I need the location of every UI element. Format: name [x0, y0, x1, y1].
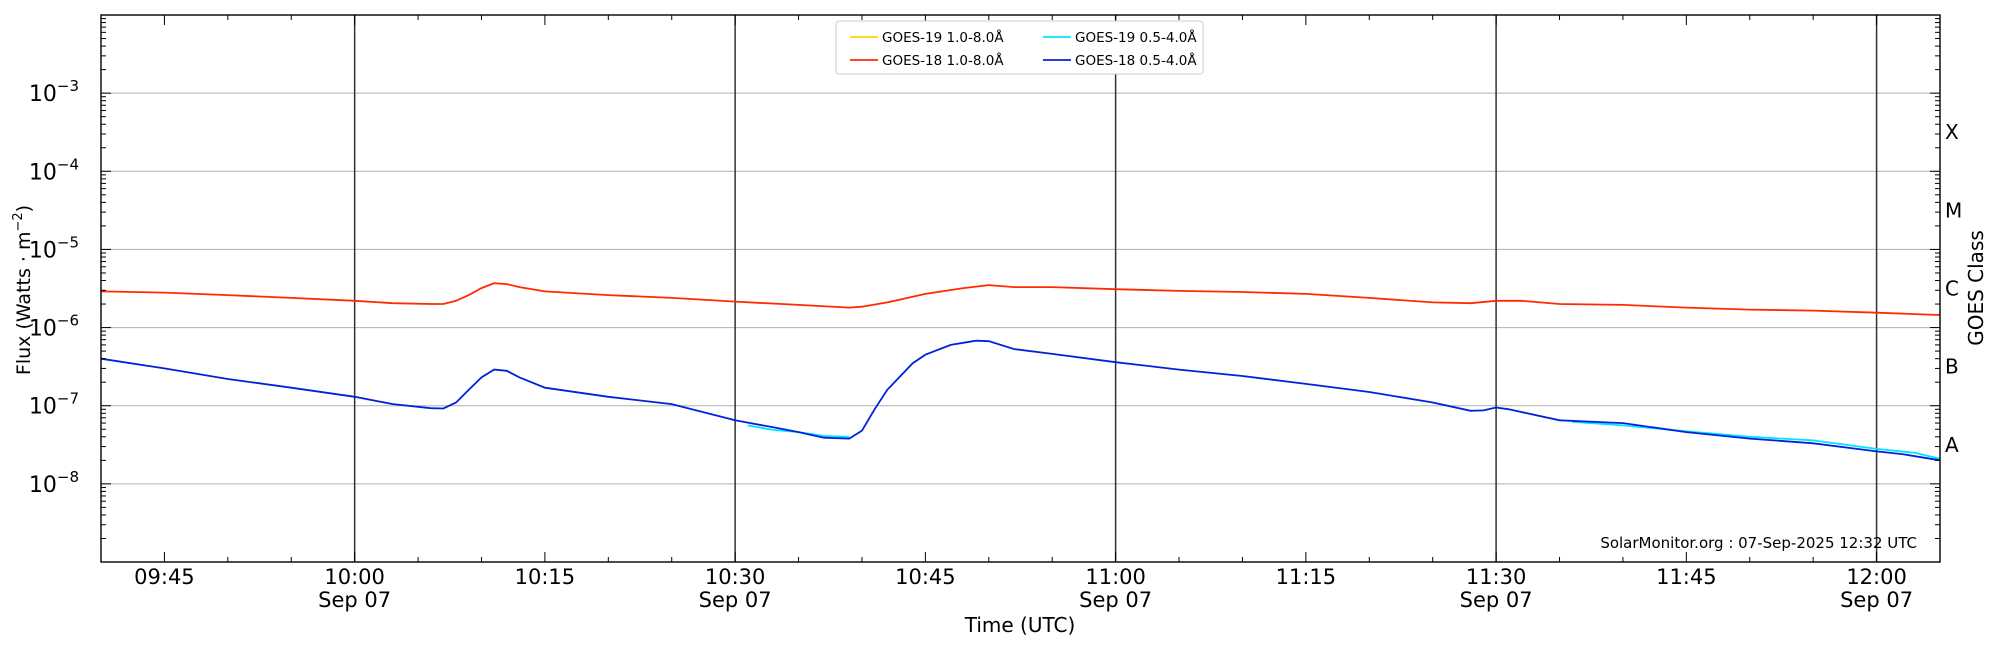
y-axis-label-exponent: −2 — [11, 212, 26, 231]
y-tick-label-3: 10−5 — [29, 233, 79, 263]
x-tick-label-4: 10:45 — [895, 565, 956, 589]
goes-class-x: X — [1945, 120, 1959, 144]
goes-class-b: B — [1945, 355, 1959, 379]
series-line-2-seg-0 — [747, 424, 850, 438]
x-tick-label-1: 10:00 — [324, 565, 385, 589]
goes-class-axis-label: GOES Class — [1964, 230, 1988, 346]
x-tick-label-8: 11:45 — [1656, 565, 1717, 589]
y-tick-label-0: 10−8 — [29, 468, 79, 498]
plot-frame — [100, 14, 1941, 563]
tick-layer — [100, 15, 1941, 563]
x-tick-date-5: Sep 07 — [1079, 588, 1152, 612]
goes-class-labels: X M C B A — [1945, 120, 1962, 457]
solarmonitor-annotation: SolarMonitor.org : 07-Sep-2025 12:32 UTC — [1600, 534, 1917, 552]
y-axis-label-close: ) — [13, 205, 35, 212]
goes-class-a: A — [1945, 433, 1959, 457]
x-tick-label-0: 09:45 — [134, 565, 195, 589]
x-tick-label-3: 10:30 — [705, 565, 766, 589]
series-layer — [100, 282, 1941, 462]
legend-label-2: GOES-19 0.5-4.0Å — [1075, 29, 1197, 46]
legend-label-0: GOES-19 1.0-8.0Å — [882, 29, 1004, 46]
x-tick-date-3: Sep 07 — [699, 588, 772, 612]
x-tick-date-7: Sep 07 — [1460, 588, 1533, 612]
legend-label-3: GOES-18 0.5-4.0Å — [1075, 52, 1197, 69]
y-tick-label-2: 10−6 — [29, 312, 79, 342]
y-axis-label-text: Flux (Watts · m — [13, 232, 35, 376]
x-tick-date-9: Sep 07 — [1840, 588, 1913, 612]
goes-class-m: M — [1945, 198, 1962, 222]
goes-class-c: C — [1945, 277, 1959, 301]
x-tick-date-1: Sep 07 — [318, 588, 391, 612]
legend: GOES-19 1.0-8.0Å GOES-18 1.0-8.0Å GOES-19 … — [835, 20, 1204, 75]
series-line-1 — [100, 282, 1941, 316]
y-axis-label: Flux (Watts · m−2) — [11, 205, 35, 375]
y-tick-label-1: 10−7 — [29, 390, 79, 420]
y-tick-label-5: 10−3 — [29, 77, 79, 107]
y-tick-label-4: 10−4 — [29, 155, 79, 185]
x-tick-label-6: 11:15 — [1276, 565, 1337, 589]
y-tick-labels: 10−8 10−7 10−6 10−5 10−4 10−3 — [29, 77, 79, 498]
series-line-3 — [100, 339, 1941, 462]
legend-box — [835, 20, 1204, 75]
grid-layer — [101, 92, 1940, 485]
x-tick-label-5: 11:00 — [1085, 565, 1146, 589]
x-axis-label: Time (UTC) — [964, 613, 1076, 637]
series-line-2-seg-1 — [1572, 421, 1941, 460]
x-tick-label-2: 10:15 — [515, 565, 576, 589]
x-tick-label-9: 12:00 — [1846, 565, 1907, 589]
legend-label-1: GOES-18 1.0-8.0Å — [882, 52, 1004, 69]
x-tick-label-7: 11:30 — [1466, 565, 1527, 589]
